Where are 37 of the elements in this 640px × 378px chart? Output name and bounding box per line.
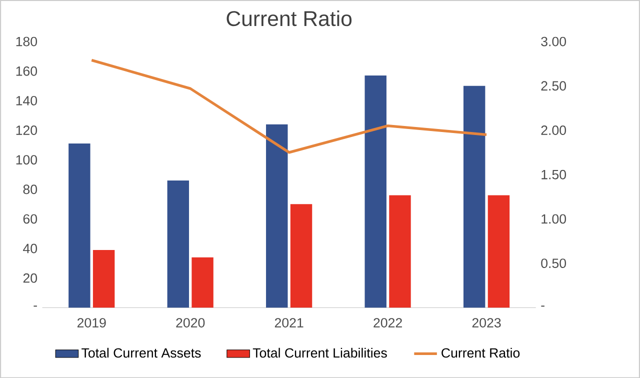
y-tick-label: 140 <box>16 96 38 106</box>
legend-label: Current Ratio <box>442 348 520 358</box>
y2-tick-label: 2.50 <box>541 81 566 90</box>
bar <box>463 86 486 308</box>
y-tick-label: 120 <box>16 125 38 135</box>
y-tick-label: 180 <box>16 36 38 46</box>
x-tick-label: 2019 <box>77 318 106 328</box>
y-tick-label: 160 <box>16 66 38 76</box>
x-tick-label: 2023 <box>472 318 501 328</box>
y-tick-label: 60 <box>23 214 38 224</box>
y2-tick-label: 0.50 <box>541 258 566 268</box>
y2-tick-label: 3.00 <box>541 36 566 46</box>
y-tick-label: - <box>34 305 37 306</box>
chart-title: Current Ratio <box>226 10 352 26</box>
bar <box>488 195 510 308</box>
legend-label: Total Current Liabilities <box>252 348 387 358</box>
y2-tick-label: 1.50 <box>542 170 566 180</box>
y-tick-label: 80 <box>23 184 38 194</box>
x-tick-label: 2022 <box>374 318 402 328</box>
x-tick-label: 2021 <box>274 318 304 328</box>
bar <box>92 250 115 308</box>
y-tick-label: 40 <box>23 244 38 254</box>
legend-label: Total Current Assets <box>82 348 201 358</box>
bar <box>68 143 90 308</box>
bar <box>389 195 411 308</box>
line-series <box>90 58 488 154</box>
y2-tick-label: - <box>541 305 544 306</box>
bar <box>364 75 386 308</box>
y-tick-label: 100 <box>16 154 38 164</box>
x-tick-label: 2020 <box>176 318 205 328</box>
bar <box>167 180 190 308</box>
bar <box>290 204 312 308</box>
bar <box>192 257 214 308</box>
y2-tick-label: 2.00 <box>541 125 566 135</box>
y-tick-label: 20 <box>23 273 38 283</box>
bar <box>266 124 288 308</box>
y2-tick-label: 1.00 <box>542 214 566 224</box>
